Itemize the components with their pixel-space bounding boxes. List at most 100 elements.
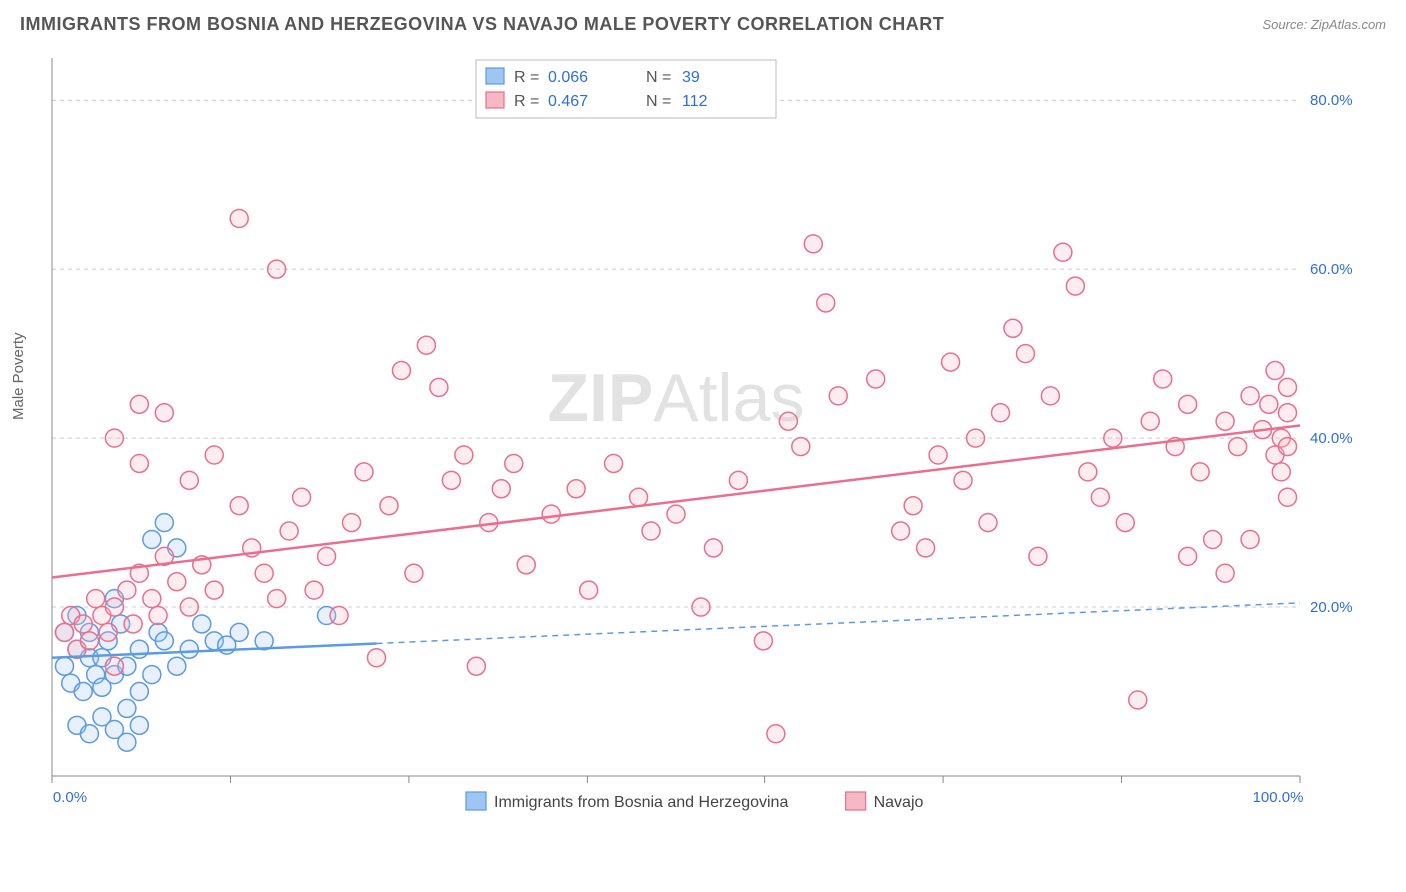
data-point <box>74 683 92 701</box>
data-point <box>80 632 98 650</box>
data-point <box>87 590 105 608</box>
data-point <box>867 370 885 388</box>
data-point <box>1041 387 1059 405</box>
data-point <box>1066 277 1084 295</box>
data-point <box>268 590 286 608</box>
data-point <box>155 632 173 650</box>
data-point <box>1279 438 1297 456</box>
data-point <box>180 640 198 658</box>
data-point <box>505 454 523 472</box>
legend-r-value: 0.467 <box>548 93 588 110</box>
data-point <box>517 556 535 574</box>
data-point <box>779 412 797 430</box>
data-point <box>205 446 223 464</box>
data-point <box>105 657 123 675</box>
data-point <box>205 581 223 599</box>
data-point <box>642 522 660 540</box>
page-title: IMMIGRANTS FROM BOSNIA AND HERZEGOVINA V… <box>20 14 944 35</box>
data-point <box>929 446 947 464</box>
data-point <box>143 530 161 548</box>
data-point <box>892 522 910 540</box>
data-point <box>405 564 423 582</box>
data-point <box>1116 514 1134 532</box>
data-point <box>1266 362 1284 380</box>
data-point <box>1104 429 1122 447</box>
data-point <box>80 725 98 743</box>
data-point <box>667 505 685 523</box>
data-point <box>118 581 136 599</box>
data-point <box>1279 404 1297 422</box>
data-point <box>1241 530 1259 548</box>
data-point <box>917 539 935 557</box>
data-point <box>149 607 167 625</box>
data-point <box>729 471 747 489</box>
data-point <box>1260 395 1278 413</box>
data-point <box>130 454 148 472</box>
data-point <box>230 497 248 515</box>
data-point <box>318 547 336 565</box>
data-point <box>1279 488 1297 506</box>
data-point <box>355 463 373 481</box>
data-point <box>692 598 710 616</box>
data-point <box>130 683 148 701</box>
data-point <box>1054 243 1072 261</box>
data-point <box>792 438 810 456</box>
data-point <box>467 657 485 675</box>
data-point <box>430 378 448 396</box>
data-point <box>1179 395 1197 413</box>
data-point <box>255 564 273 582</box>
data-point <box>417 336 435 354</box>
legend-n-label: N = <box>646 69 671 86</box>
data-point <box>105 598 123 616</box>
data-point <box>967 429 985 447</box>
data-point <box>492 480 510 498</box>
data-point <box>630 488 648 506</box>
data-point <box>904 497 922 515</box>
legend-label: Immigrants from Bosnia and Herzegovina <box>494 794 788 811</box>
legend-r-label: R = <box>514 69 539 86</box>
data-point <box>817 294 835 312</box>
data-point <box>118 733 136 751</box>
data-point <box>991 404 1009 422</box>
data-point <box>754 632 772 650</box>
data-point <box>343 514 361 532</box>
y-tick-label: 40.0% <box>1310 430 1353 447</box>
data-point <box>829 387 847 405</box>
data-point <box>330 607 348 625</box>
data-point <box>293 488 311 506</box>
data-point <box>942 353 960 371</box>
data-point <box>268 260 286 278</box>
data-point <box>1141 412 1159 430</box>
data-point <box>280 522 298 540</box>
title-bar: IMMIGRANTS FROM BOSNIA AND HERZEGOVINA V… <box>20 14 1386 35</box>
data-point <box>1241 387 1259 405</box>
data-point <box>55 657 73 675</box>
data-point <box>1179 547 1197 565</box>
trend-line-extrapolated <box>376 603 1300 644</box>
data-point <box>455 446 473 464</box>
data-point <box>605 454 623 472</box>
y-tick-label: 80.0% <box>1310 92 1353 109</box>
data-point <box>130 716 148 734</box>
scatter-chart: 20.0%40.0%60.0%80.0%ZIPAtlas0.0%100.0%R … <box>46 52 1376 822</box>
x-tick-label: 100.0% <box>1253 789 1304 806</box>
x-tick-label: 0.0% <box>53 789 87 806</box>
data-point <box>954 471 972 489</box>
chart-area: 20.0%40.0%60.0%80.0%ZIPAtlas0.0%100.0%R … <box>46 52 1376 822</box>
data-point <box>367 649 385 667</box>
data-point <box>1004 319 1022 337</box>
data-point <box>99 623 117 641</box>
data-point <box>1016 345 1034 363</box>
data-point <box>1279 378 1297 396</box>
legend-swatch <box>486 92 504 108</box>
data-point <box>542 505 560 523</box>
data-point <box>155 404 173 422</box>
y-tick-label: 20.0% <box>1310 599 1353 616</box>
data-point <box>230 623 248 641</box>
series-legend: Immigrants from Bosnia and HerzegovinaNa… <box>466 792 924 811</box>
data-point <box>230 209 248 227</box>
data-point <box>1091 488 1109 506</box>
data-point <box>305 581 323 599</box>
data-point <box>804 235 822 253</box>
legend-r-value: 0.066 <box>548 69 588 86</box>
